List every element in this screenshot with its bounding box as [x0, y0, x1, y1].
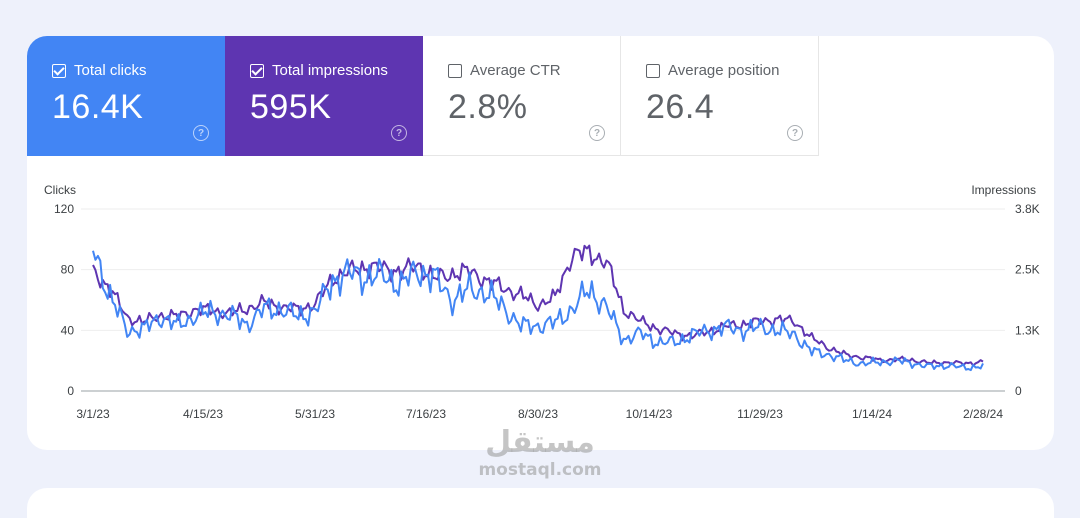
impressions-series-line — [92, 244, 984, 367]
metric-label: Total clicks — [74, 62, 147, 79]
metric-header: Total impressions — [250, 62, 388, 79]
x-tick-label: 5/31/23 — [295, 407, 335, 421]
left-tick-label: 0 — [67, 384, 74, 398]
x-tick-label: 1/14/24 — [852, 407, 892, 421]
x-tick-label: 2/28/24 — [963, 407, 1003, 421]
left-tick-label: 80 — [61, 263, 75, 277]
metric-value: 2.8% — [448, 88, 528, 126]
checkbox-checked-icon[interactable] — [52, 63, 66, 78]
x-tick-label: 8/30/23 — [518, 407, 558, 421]
metric-label: Total impressions — [272, 62, 388, 79]
metric-card-total-clicks[interactable]: Total clicks 16.4K ? — [27, 36, 225, 156]
metric-value: 26.4 — [646, 88, 715, 126]
secondary-card — [27, 488, 1054, 518]
help-icon[interactable]: ? — [787, 125, 803, 141]
metric-header: Total clicks — [52, 62, 147, 79]
checkbox-checked-icon[interactable] — [250, 63, 264, 78]
metric-card-total-impressions[interactable]: Total impressions 595K ? — [225, 36, 423, 156]
metric-label: Average position — [668, 62, 780, 79]
metric-label: Average CTR — [470, 62, 561, 79]
clicks-series-line — [92, 250, 984, 372]
watermark-arabic-text: مستقل — [485, 425, 595, 460]
x-tick-label: 3/1/23 — [76, 407, 110, 421]
left-axis-title: Clicks — [44, 183, 76, 197]
help-icon[interactable]: ? — [589, 125, 605, 141]
watermark-latin-text: mostaql.com — [478, 460, 602, 480]
x-tick-label: 10/14/23 — [626, 407, 673, 421]
help-icon[interactable]: ? — [391, 125, 407, 141]
metric-value: 595K — [250, 88, 332, 126]
help-icon[interactable]: ? — [193, 125, 209, 141]
right-tick-label: 2.5K — [1015, 263, 1040, 277]
metric-value: 16.4K — [52, 88, 144, 126]
x-tick-label: 7/16/23 — [406, 407, 446, 421]
checkbox-unchecked-icon[interactable] — [448, 63, 462, 78]
metric-card-average-ctr[interactable]: Average CTR 2.8% ? — [423, 36, 621, 156]
performance-card: Total clicks 16.4K ? Total impressions 5… — [27, 36, 1054, 450]
right-tick-label: 3.8K — [1015, 202, 1040, 216]
mostaql-watermark: مستقل mostaql.com — [470, 425, 610, 479]
metric-header: Average position — [646, 62, 779, 79]
metric-tabs: Total clicks 16.4K ? Total impressions 5… — [27, 36, 821, 156]
x-tick-label: 4/15/23 — [183, 407, 223, 421]
checkbox-unchecked-icon[interactable] — [646, 63, 660, 78]
right-axis-title: Impressions — [971, 183, 1036, 197]
right-tick-label: 1.3K — [1015, 323, 1040, 337]
left-tick-label: 40 — [61, 323, 75, 337]
metric-card-average-position[interactable]: Average position 26.4 ? — [621, 36, 819, 156]
x-tick-label: 11/29/23 — [737, 407, 783, 421]
left-tick-label: 120 — [54, 202, 74, 216]
right-tick-label: 0 — [1015, 384, 1022, 398]
performance-chart: 0 0 40 1.3K 80 2.5K 120 3.8K Clicks Impressions 3/… — [44, 183, 1040, 421]
metric-header: Average CTR — [448, 62, 561, 79]
